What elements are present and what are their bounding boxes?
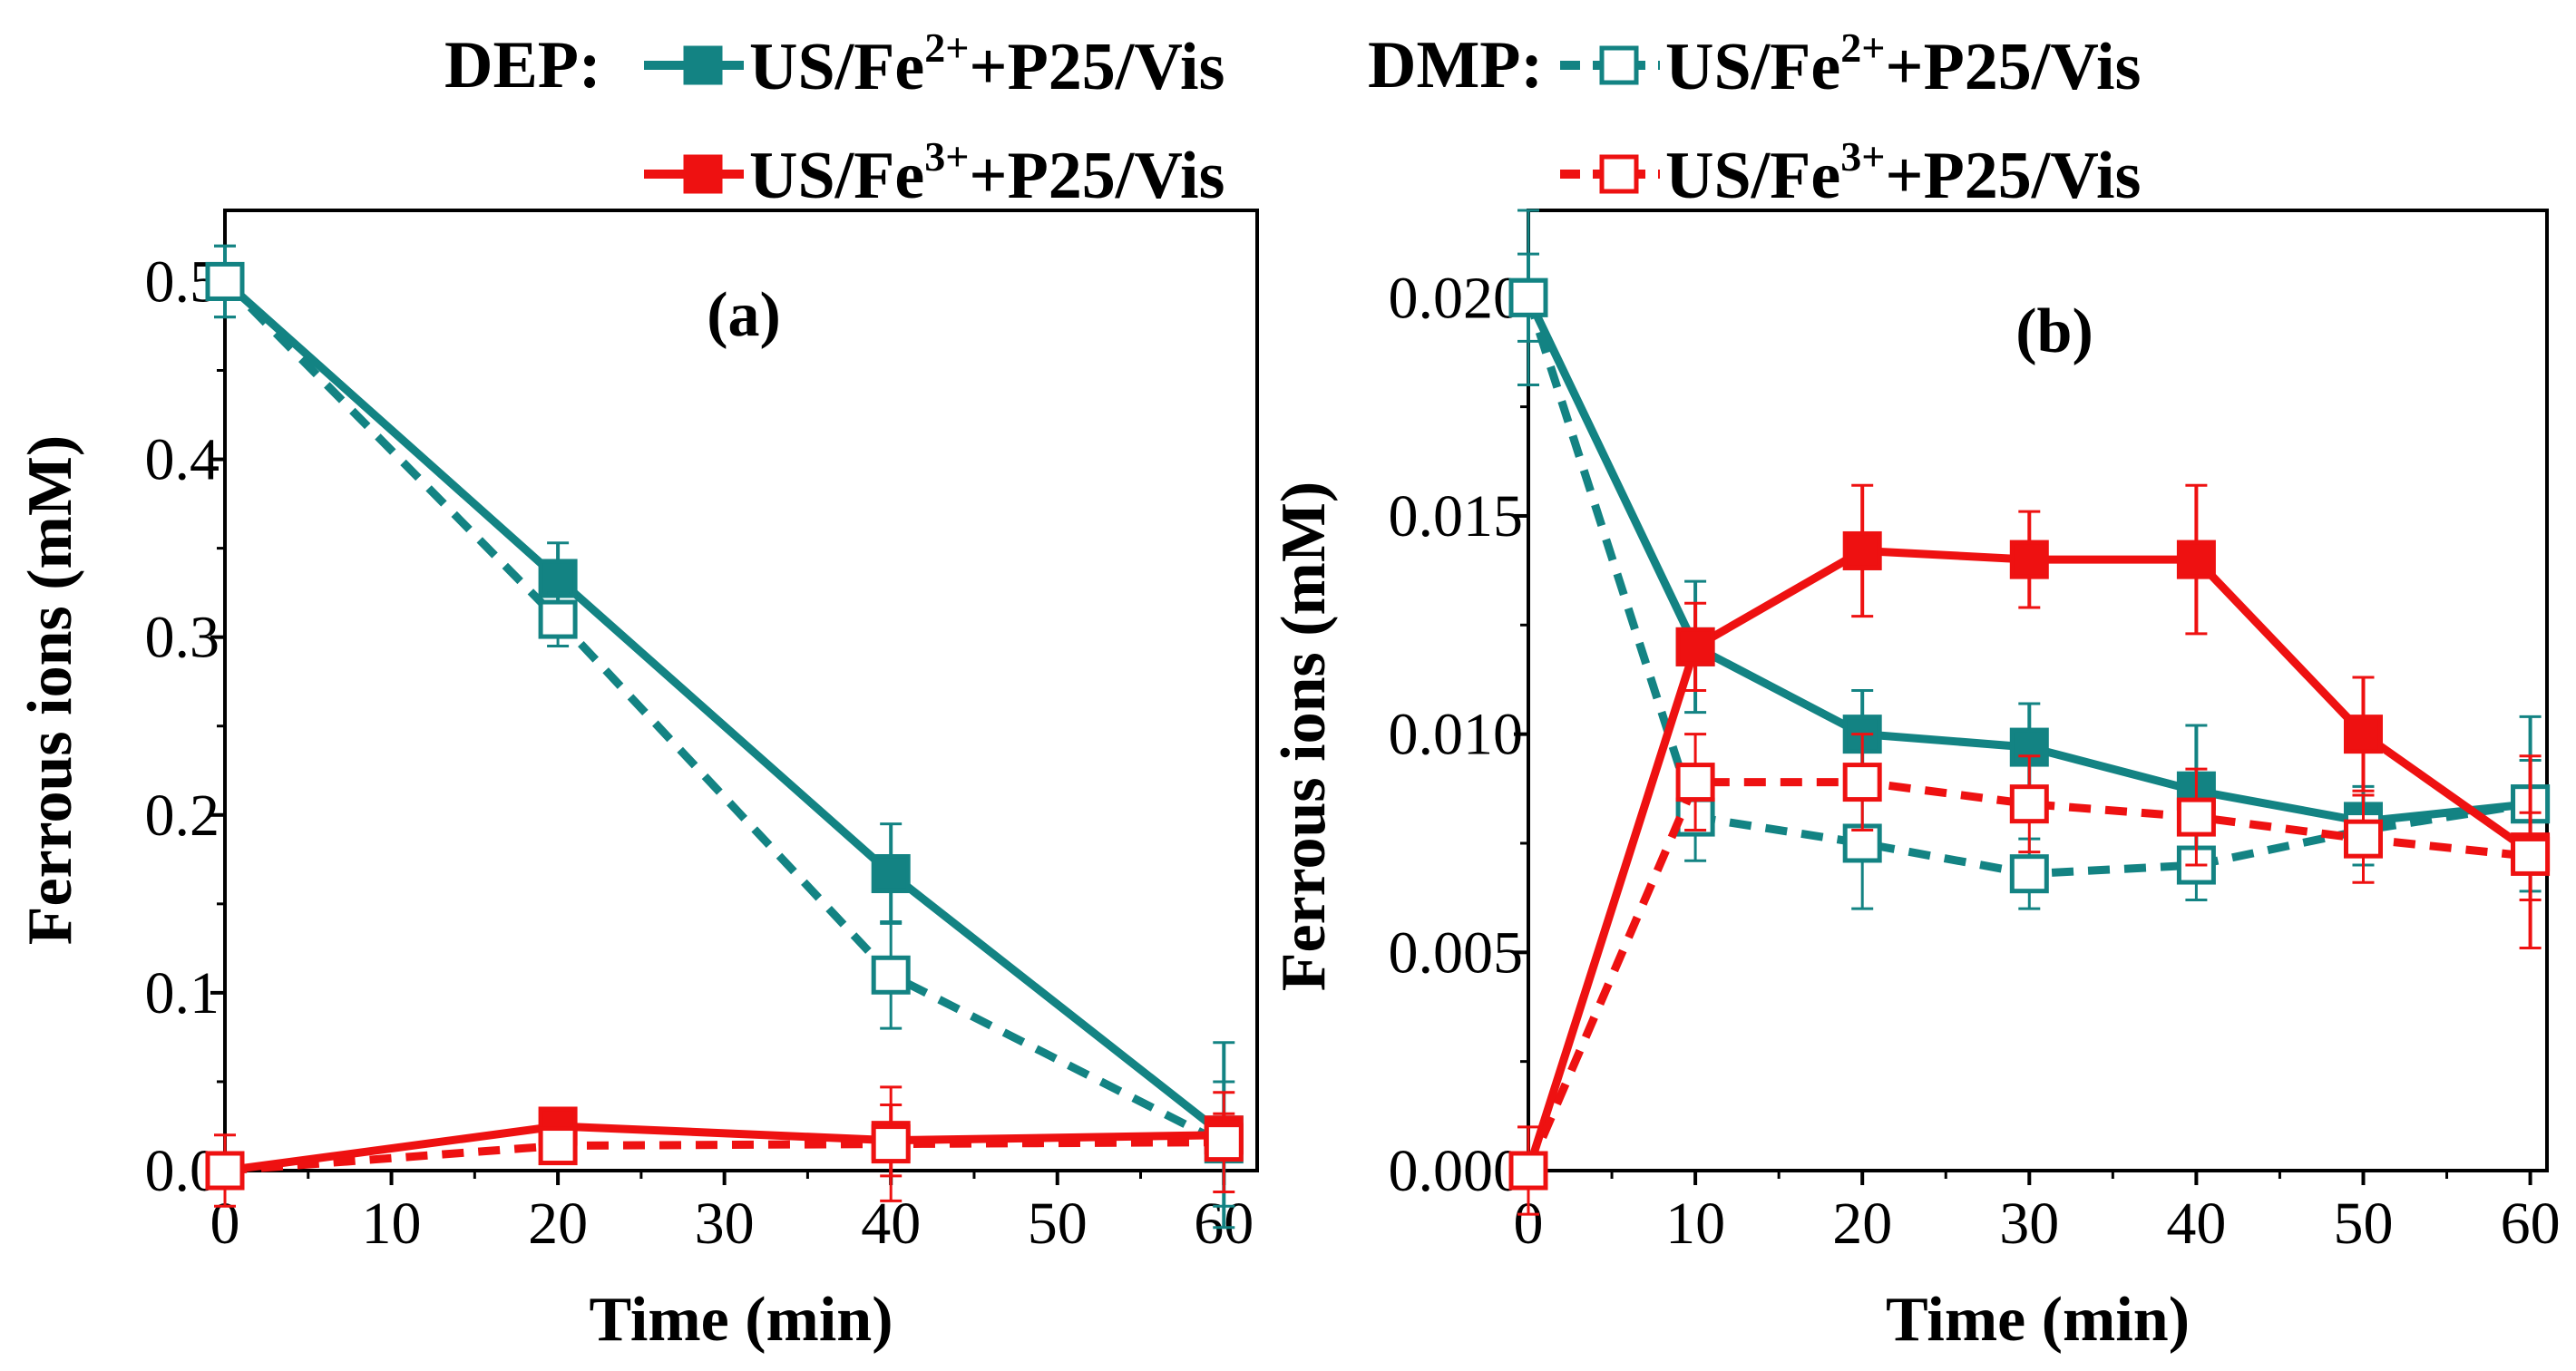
legend-marker [1599,154,1639,194]
series-line [224,1122,1225,1175]
legend-entry-label: US/Fe2++P25/Vis [1665,24,2141,104]
x-tick-label: 50 [2333,1191,2393,1257]
y-tick-label: 0.015 [1389,483,1524,549]
x-tick-label: 30 [1999,1191,2059,1257]
y-tick-label: 0.4 [145,427,220,493]
data-point [1675,763,1715,802]
data-point [1842,530,1882,570]
data-point [2343,715,2383,754]
legend-entry-suffix: +P25/Vis [1885,139,2141,213]
x-tick-label: 50 [1028,1191,1088,1257]
legend-entry-prefix: US/Fe [1665,139,1840,213]
data-point [2009,540,2049,579]
legend-entry-sup: 3+ [1840,133,1885,180]
x-tick-label: 30 [695,1191,755,1257]
legend-entry: US/Fe3++P25/Vis [1560,133,2141,213]
data-point [2176,797,2216,837]
x-axis-title: Time (min) [1886,1285,2190,1355]
x-tick-label: 20 [528,1191,588,1257]
data-point [1508,1151,1548,1191]
y-axis-title: Ferrous ions (mM) [15,435,85,946]
legend-entry-sup: 3+ [924,133,969,180]
data-point [2009,854,2049,894]
y-tick-label: 0.020 [1389,265,1524,331]
data-point [1675,627,1715,666]
y-tick-label: 0.3 [145,605,220,671]
data-point [2176,540,2216,579]
data-point [1842,823,1882,863]
legend-entry-sup: 2+ [924,24,969,71]
x-tick-label: 40 [2166,1191,2226,1257]
series-line [224,1138,1225,1175]
data-point [205,1151,245,1191]
x-tick-label: 20 [1832,1191,1892,1257]
data-point [205,261,245,301]
legend-entry-prefix: US/Fe [1665,30,1840,104]
data-point [1842,763,1882,802]
data-point [2009,784,2049,824]
data-point [2511,836,2551,876]
series-line [221,278,1226,1148]
legend: DEP: DMP:US/Fe2++P25/VisUS/Fe3++P25/VisUS… [444,24,2141,213]
data-point [871,1124,911,1164]
plot-frame [1527,209,2549,1172]
legend-marker [1599,45,1639,85]
y-tick-label: 0.2 [145,783,220,849]
panel-tag: (b) [2015,297,2093,366]
legend-entry-prefix: US/Fe [749,139,924,213]
y-tick-label: 0.000 [1389,1138,1524,1204]
y-axis-title: Ferrous ions (mM) [1269,481,1339,992]
panel-b: 0 10 20 30 40 50 600.0000.0050.0100.0150.020Ti… [1269,209,2561,1355]
legend-entry-prefix: US/Fe [749,30,924,104]
x-tick-label: 10 [1665,1191,1725,1257]
data-point [538,559,578,598]
legend-marker [683,154,723,194]
data-point [2343,819,2383,859]
legend-entry: US/Fe2++P25/Vis [1560,24,2141,104]
x-tick-label: 60 [2501,1191,2561,1257]
series [205,1085,1244,1208]
legend-dep-label: DEP: [444,28,601,102]
y-tick-label: 0.010 [1389,702,1524,768]
legend-dmp-label: DMP: [1368,28,1543,102]
plot-frame [223,209,1259,1172]
legend-entry: US/Fe2++P25/Vis [644,24,1225,104]
data-point [871,853,911,893]
legend-entry-label: US/Fe3++P25/Vis [1665,133,2141,213]
legend-entry: US/Fe3++P25/Vis [644,133,1225,213]
y-tick-label: 0.005 [1389,919,1524,986]
series-line [222,278,1227,1139]
legend-entry-label: US/Fe3++P25/Vis [749,133,1225,213]
legend-entry-suffix: +P25/Vis [1885,30,2141,104]
data-point [1204,1123,1244,1162]
y-tick-label: 0.1 [145,960,220,1026]
legend-entry-label: US/Fe2++P25/Vis [749,24,1225,104]
legend-marker [683,45,723,85]
series [205,244,1244,1230]
legend-entry-sup: 2+ [1840,24,1885,71]
x-tick-label: 10 [362,1191,422,1257]
data-point [1508,277,1548,317]
data-point [871,955,911,995]
data-point [538,599,578,639]
series [1508,733,2551,1216]
legend-entry-suffix: +P25/Vis [969,139,1225,213]
data-point [538,1126,578,1166]
panel-tag: (a) [707,280,781,350]
legend-entry-suffix: +P25/Vis [969,30,1225,104]
x-axis-title: Time (min) [589,1285,893,1355]
